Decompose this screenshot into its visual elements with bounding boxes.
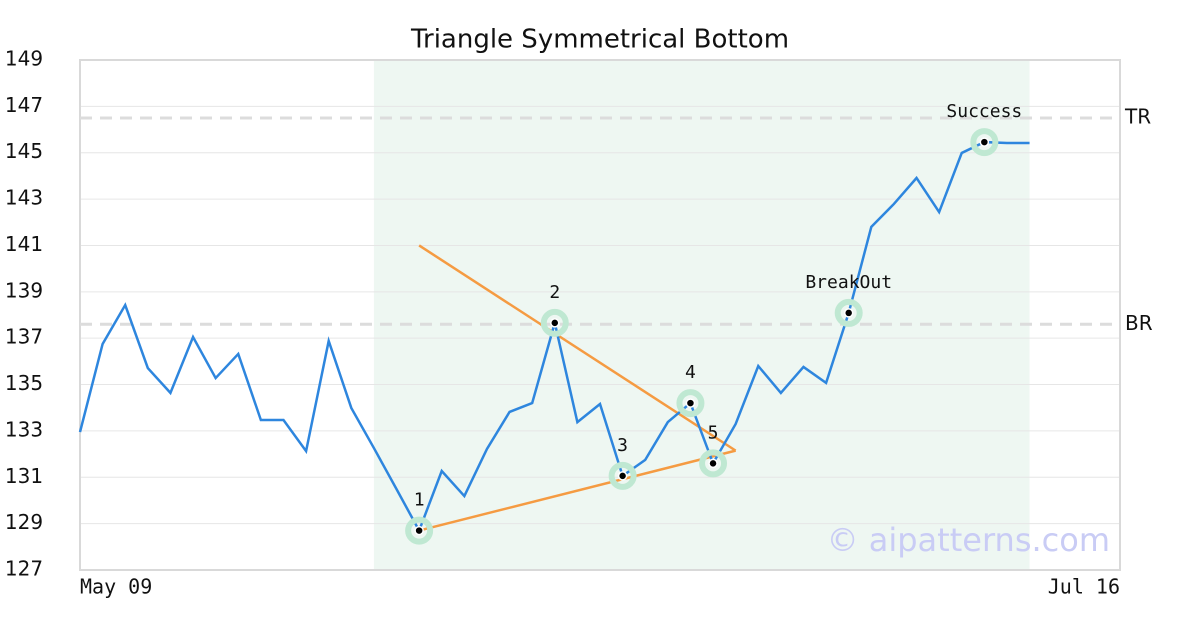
y-tick-label: 131 — [5, 464, 43, 488]
watermark: © aipatterns.com — [827, 521, 1110, 559]
level-label: TR — [1124, 104, 1151, 128]
plot-frame — [79, 59, 1121, 571]
trend-line — [418, 449, 736, 532]
pattern-point — [843, 308, 854, 318]
pattern-label: 3 — [617, 435, 628, 456]
pattern-label: 4 — [685, 362, 696, 383]
level-label: BR — [1125, 311, 1153, 335]
pattern-label: Success — [946, 101, 1022, 122]
pattern-point-halo — [676, 389, 705, 418]
y-tick-label: 147 — [5, 93, 43, 117]
pattern-point — [550, 318, 560, 328]
pattern-point-halo — [970, 128, 999, 157]
y-tick-label: 139 — [5, 278, 43, 302]
pattern-label: BreakOut — [805, 272, 892, 293]
pattern-point — [617, 471, 628, 481]
pattern-point — [708, 458, 718, 469]
pattern-label: 5 — [708, 422, 719, 443]
pattern-point-halo — [540, 308, 569, 337]
y-tick-label: 129 — [5, 510, 43, 534]
x-tick-label: May 09 — [80, 575, 152, 599]
y-tick-label: 133 — [5, 417, 43, 441]
pattern-point-halo — [608, 461, 637, 490]
y-tick-label: 135 — [5, 371, 43, 395]
pattern-label: 2 — [549, 282, 560, 303]
pattern-point — [414, 525, 424, 536]
y-tick-label: 127 — [5, 557, 43, 581]
pattern-point-halo — [405, 516, 434, 545]
pattern-point — [979, 137, 990, 147]
trend-line — [418, 244, 737, 452]
y-tick-label: 145 — [5, 139, 43, 163]
y-tick-label: 149 — [5, 47, 43, 71]
pattern-region — [373, 60, 1030, 570]
pattern-point — [685, 398, 696, 408]
chart-title: Triangle Symmetrical Bottom — [410, 25, 789, 55]
y-tick-label: 143 — [5, 186, 43, 210]
pattern-point-halo — [834, 298, 863, 327]
pattern-point-halo — [699, 449, 728, 478]
pattern-label: 1 — [414, 490, 425, 511]
y-tick-label: 141 — [5, 232, 43, 256]
y-tick-label: 137 — [5, 325, 43, 349]
x-tick-label: Jul 16 — [1048, 575, 1120, 599]
